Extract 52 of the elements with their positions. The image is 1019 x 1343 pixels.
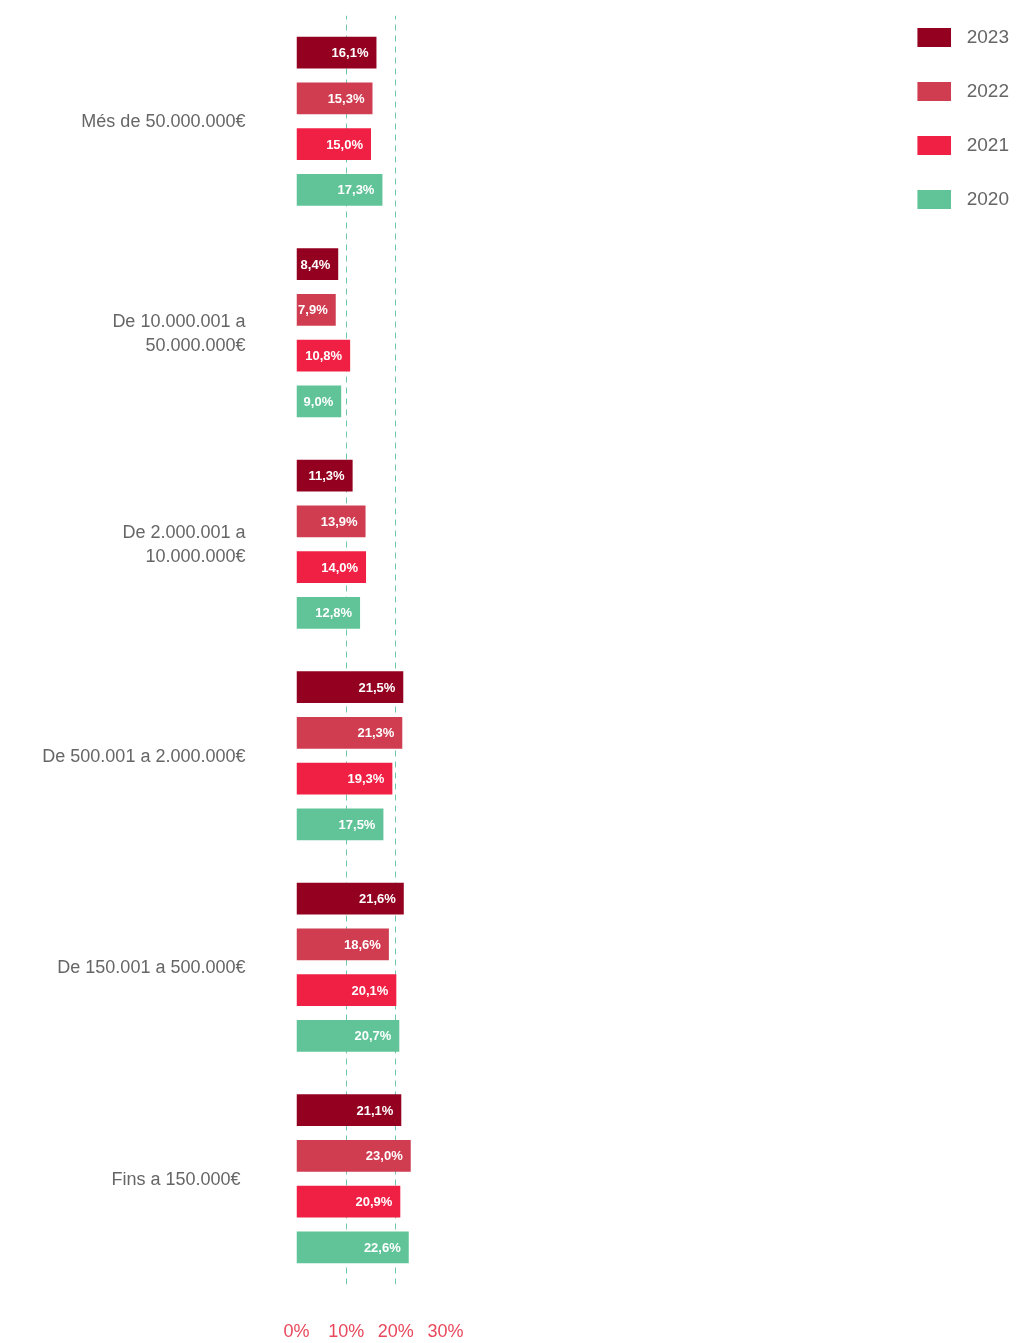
data-label: 10,8% — [305, 348, 343, 364]
x-tick-label: 0% — [283, 1320, 310, 1341]
data-label: 13,9% — [320, 513, 358, 529]
data-label: 20,1% — [351, 982, 389, 998]
y-tick-label: De 500.001 a 2.000.000€ — [42, 745, 246, 766]
data-label: 20,9% — [355, 1194, 393, 1210]
data-label: 12,8% — [315, 605, 353, 621]
bar — [296, 173, 383, 206]
legend-label: 2021 — [966, 134, 1009, 156]
data-label: 17,5% — [338, 816, 376, 832]
bar — [296, 882, 404, 915]
data-label: 14,0% — [321, 559, 359, 575]
data-label: 23,0% — [365, 1148, 404, 1164]
data-label: 22,6% — [363, 1239, 402, 1255]
y-tick-label: Fins a 150.000€ — [111, 1168, 241, 1189]
data-label: 21,3% — [357, 725, 395, 741]
data-label: 19,3% — [347, 771, 385, 787]
data-label: 9,0% — [303, 393, 334, 409]
bar — [296, 808, 384, 841]
x-tick-label: 20% — [377, 1320, 414, 1341]
y-tick-label: De 2.000.001 a 10.000.000€ — [122, 522, 247, 567]
data-label: 21,6% — [358, 891, 397, 907]
bar — [296, 36, 377, 69]
bar — [296, 1019, 400, 1052]
bar — [296, 551, 367, 583]
x-tick-label: 10% — [328, 1320, 365, 1341]
data-label: 16,1% — [331, 45, 369, 61]
data-label: 15,0% — [326, 136, 364, 152]
bar — [296, 1140, 411, 1172]
data-label: 21,5% — [358, 679, 396, 695]
bar — [296, 128, 371, 160]
bar — [296, 974, 397, 1006]
bar — [296, 1094, 402, 1127]
data-label: 21,1% — [356, 1102, 394, 1118]
bar — [296, 671, 404, 704]
bar — [296, 717, 403, 749]
data-label: 15,3% — [327, 90, 365, 106]
bar — [296, 1231, 409, 1264]
data-label: 7,9% — [298, 302, 329, 318]
y-tick-label: Més de 50.000.000€ — [81, 111, 246, 132]
data-label: 8,4% — [300, 256, 331, 272]
data-label: 18,6% — [344, 936, 382, 952]
legend-label: 2022 — [966, 80, 1009, 102]
data-label: 11,3% — [308, 468, 346, 484]
legend-label: 2020 — [966, 188, 1009, 210]
y-tick-label: De 150.001 a 500.000€ — [57, 957, 246, 978]
data-label: 17,3% — [337, 182, 375, 198]
bar — [296, 1185, 401, 1218]
data-label: 20,7% — [354, 1028, 392, 1044]
y-tick-label: De 10.000.001 a 50.000.000€ — [112, 310, 247, 355]
x-tick-label: 30% — [427, 1320, 464, 1341]
legend-label: 2023 — [966, 26, 1009, 48]
